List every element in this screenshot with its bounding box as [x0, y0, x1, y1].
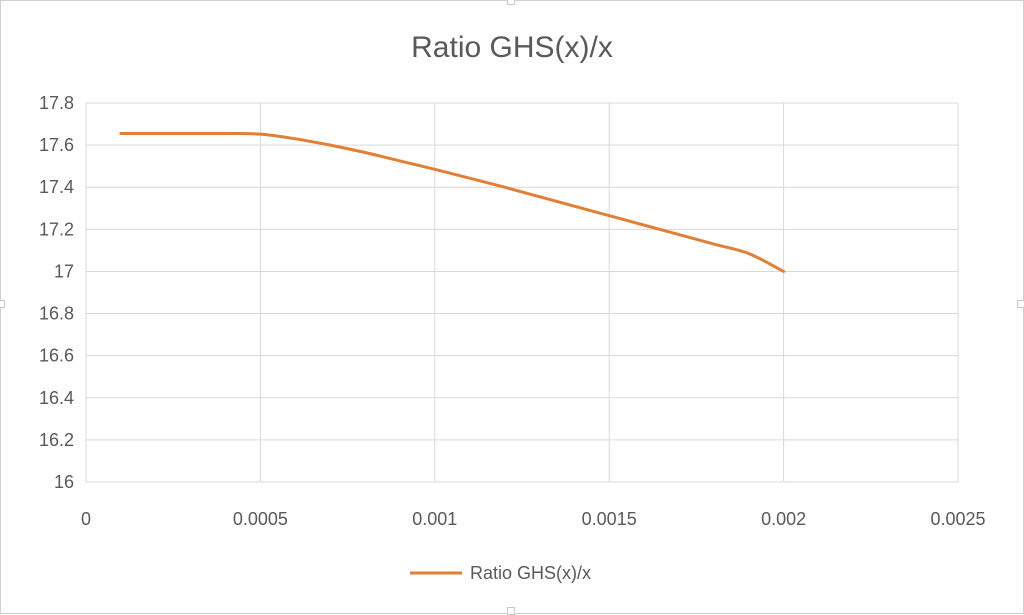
- y-tick-label: 17: [54, 261, 74, 281]
- resize-handle-left[interactable]: [0, 300, 5, 308]
- series-layer: [119, 131, 786, 273]
- y-tick-label: 16: [54, 472, 74, 492]
- x-tick-label: 0.0005: [233, 509, 288, 529]
- x-tick-label: 0.002: [761, 509, 806, 529]
- series-line-0[interactable]: [119, 131, 786, 273]
- y-tick-label: 17.8: [39, 93, 74, 113]
- resize-handle-top[interactable]: [507, 0, 515, 5]
- x-tick-label: 0.001: [412, 509, 457, 529]
- x-tick-label: 0.0025: [930, 509, 985, 529]
- y-tick-label: 17.2: [39, 219, 74, 239]
- axis-tick-labels: 16 16.2 16.4 16.6 16.8 17 17.2 17.4 17.6 17.8 0 0.0…: [39, 93, 986, 529]
- y-tick-label: 16.4: [39, 388, 74, 408]
- chart-title: Ratio GHS(x)/x: [411, 31, 613, 64]
- y-tick-label: 17.6: [39, 135, 74, 155]
- legend-label: Ratio GHS(x)/x: [470, 563, 591, 583]
- y-tick-label: 16.8: [39, 304, 74, 324]
- y-tick-label: 16.6: [39, 346, 74, 366]
- legend[interactable]: Ratio GHS(x)/x: [410, 563, 591, 583]
- y-tick-label: 16.2: [39, 430, 74, 450]
- resize-handle-right[interactable]: [1017, 300, 1024, 308]
- y-tick-label: 17.4: [39, 177, 74, 197]
- x-tick-label: 0.0015: [582, 509, 637, 529]
- x-tick-label: 0: [81, 509, 91, 529]
- gridlines: [85, 102, 959, 483]
